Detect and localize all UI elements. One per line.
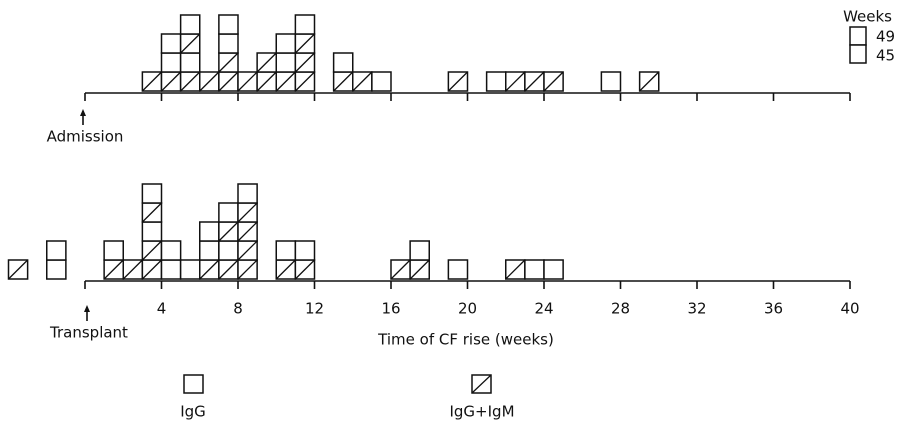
box xyxy=(160,52,182,73)
hatch xyxy=(471,374,492,394)
hatch xyxy=(141,240,162,261)
annotation: Admission xyxy=(47,128,124,146)
x-tick-label: 40 xyxy=(840,300,859,318)
hatch xyxy=(294,52,315,73)
hatch xyxy=(409,259,430,280)
legend-box xyxy=(183,374,204,394)
box xyxy=(218,202,239,223)
arrow-head xyxy=(84,305,90,312)
hatch xyxy=(256,71,277,92)
box xyxy=(199,240,220,261)
hatch xyxy=(237,71,258,92)
box xyxy=(447,259,469,280)
box xyxy=(179,14,201,35)
key-box xyxy=(849,26,867,46)
hatch xyxy=(103,259,124,280)
hatch xyxy=(543,71,564,92)
hatch xyxy=(294,259,315,280)
hatch xyxy=(218,71,239,92)
box xyxy=(160,240,182,261)
x-tick-label: 36 xyxy=(764,300,783,318)
hatch xyxy=(199,259,220,280)
hatch xyxy=(237,240,258,261)
box xyxy=(160,259,182,280)
hatch xyxy=(333,71,354,92)
hatch xyxy=(639,71,660,92)
hatch xyxy=(122,259,143,280)
hatch xyxy=(256,52,277,73)
x-tick-label: 16 xyxy=(381,300,400,318)
hatch xyxy=(524,71,545,92)
box xyxy=(179,52,201,73)
hatch xyxy=(180,71,201,92)
box xyxy=(409,240,430,261)
hatch xyxy=(199,71,220,92)
box xyxy=(141,221,163,242)
hatch xyxy=(352,71,373,92)
box xyxy=(275,52,297,73)
box xyxy=(237,183,258,204)
key-label: 45 xyxy=(876,47,895,65)
hatch xyxy=(141,71,162,92)
box xyxy=(524,259,545,280)
hatch xyxy=(218,221,239,242)
box xyxy=(218,14,239,35)
box xyxy=(485,71,507,92)
x-tick-label: 24 xyxy=(534,300,553,318)
box xyxy=(218,240,239,261)
hatch xyxy=(505,71,526,92)
key-label: 49 xyxy=(876,28,895,46)
box xyxy=(46,259,67,280)
hatch xyxy=(237,259,258,280)
box xyxy=(294,14,316,35)
hatch xyxy=(161,71,182,92)
box xyxy=(275,33,297,54)
hatch xyxy=(294,71,315,92)
hatch xyxy=(275,71,296,92)
box xyxy=(46,240,67,261)
hatch xyxy=(237,202,258,223)
hatch xyxy=(294,33,315,54)
hatch xyxy=(390,259,411,280)
hatch xyxy=(275,259,296,280)
x-tick-label: 32 xyxy=(687,300,706,318)
box xyxy=(371,71,392,92)
box xyxy=(275,240,297,261)
hatch xyxy=(218,52,239,73)
box xyxy=(600,71,622,92)
box xyxy=(199,221,220,242)
box xyxy=(160,33,182,54)
hatch xyxy=(141,259,162,280)
x-axis-label: Time of CF rise (weeks) xyxy=(377,331,554,349)
key-title: Weeks xyxy=(843,8,892,26)
legend-label: IgG+IgM xyxy=(449,403,514,421)
hatch xyxy=(447,71,468,92)
x-tick-label: 28 xyxy=(611,300,630,318)
box xyxy=(141,183,163,204)
hatch xyxy=(218,259,239,280)
box xyxy=(103,240,124,261)
box xyxy=(543,259,564,280)
x-tick-label: 20 xyxy=(458,300,477,318)
hatch xyxy=(180,33,201,54)
box xyxy=(179,259,201,280)
x-tick-label: 4 xyxy=(157,300,167,318)
box xyxy=(218,33,239,54)
hatch xyxy=(8,259,29,280)
x-tick-label: 12 xyxy=(305,300,324,318)
hatch xyxy=(505,259,526,280)
box xyxy=(332,52,354,73)
key-box xyxy=(849,44,867,64)
x-tick-label: 8 xyxy=(233,300,243,318)
arrow-head xyxy=(80,109,86,116)
hatch xyxy=(141,202,162,223)
annotation: Transplant xyxy=(49,324,128,342)
box xyxy=(294,240,316,261)
legend-label: IgG xyxy=(180,403,206,421)
hatch xyxy=(237,221,258,242)
